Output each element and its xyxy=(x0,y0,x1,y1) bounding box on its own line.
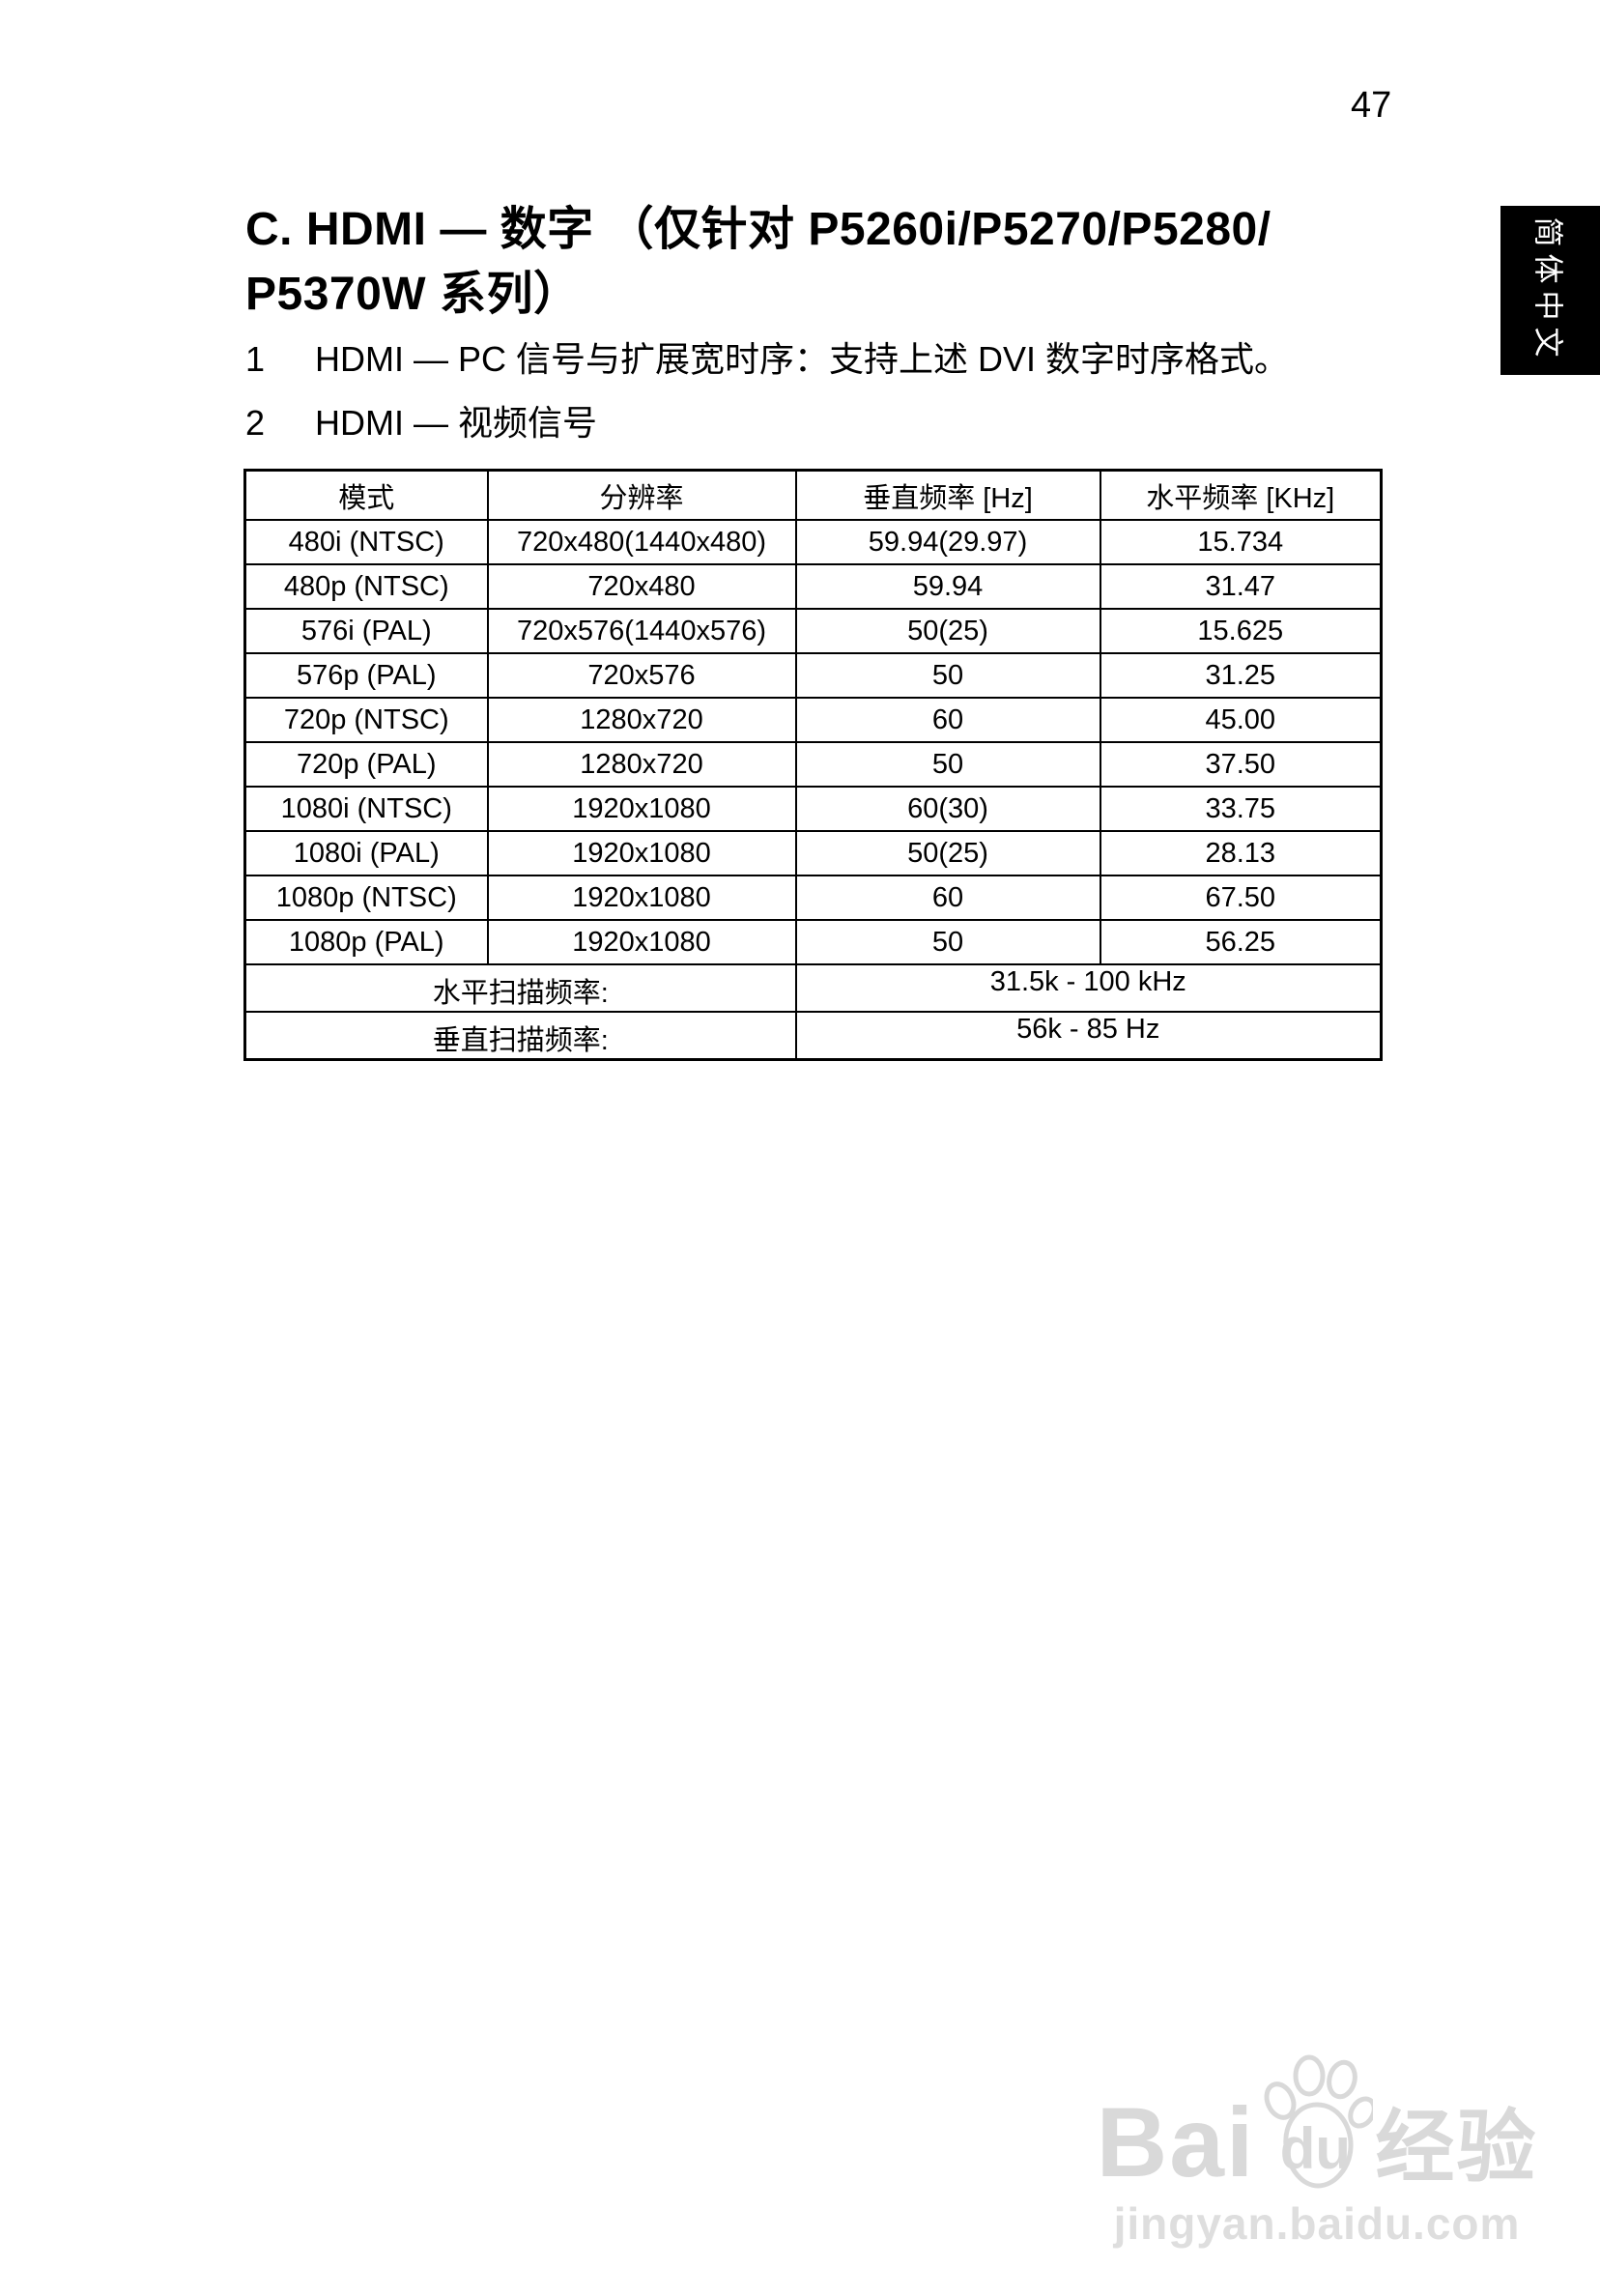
table-cell: 576i (PAL) xyxy=(243,608,489,654)
table-cell: 1080p (PAL) xyxy=(243,919,489,965)
list-item-2: 2 HDMI — 视频信号 xyxy=(245,402,597,444)
table-cell: 1920x1080 xyxy=(486,786,797,832)
table-footer-row: 水平扫描频率: 31.5k - 100 kHz xyxy=(243,963,1383,1013)
table-footer-row: 垂直扫描频率: 56k - 85 Hz xyxy=(243,1011,1383,1061)
table-row: 1080i (PAL) 1920x1080 50(25) 28.13 xyxy=(243,830,1383,876)
table-cell: 45.00 xyxy=(1099,697,1383,743)
baidu-logo-du: du xyxy=(1279,2116,1352,2181)
paw-print-icon: du xyxy=(1257,2047,1374,2192)
hdmi-video-timing-table: 模式 分辨率 垂直频率 [Hz] 水平频率 [KHz] 480i (NTSC) … xyxy=(243,469,1383,1061)
list-item-text: HDMI — PC 信号与扩展宽时序：支持上述 DVI 数字时序格式。 xyxy=(315,339,1290,379)
table-header-row: 模式 分辨率 垂直频率 [Hz] 水平频率 [KHz] xyxy=(243,469,1383,521)
table-row: 1080p (NTSC) 1920x1080 60 67.50 xyxy=(243,875,1383,921)
table-cell: 480i (NTSC) xyxy=(243,519,489,565)
table-cell: 50(25) xyxy=(794,830,1101,876)
section-heading: C. HDMI — 数字 （仅针对 P5260i/P5270/P5280/ P5… xyxy=(245,197,1386,327)
table-cell: 31.25 xyxy=(1099,652,1383,699)
list-item-text: HDMI — 视频信号 xyxy=(315,403,597,443)
table-cell: 1280x720 xyxy=(486,741,797,788)
table-row: 576i (PAL) 720x576(1440x576) 50(25) 15.6… xyxy=(243,608,1383,654)
table-cell: 28.13 xyxy=(1099,830,1383,876)
table-cell: 33.75 xyxy=(1099,786,1383,832)
table-row: 1080i (NTSC) 1920x1080 60(30) 33.75 xyxy=(243,786,1383,832)
table-cell: 67.50 xyxy=(1099,875,1383,921)
table-cell: 59.94(29.97) xyxy=(794,519,1101,565)
list-item-number: 1 xyxy=(245,339,266,379)
table-cell: 720x480(1440x480) xyxy=(486,519,797,565)
table-cell: 60(30) xyxy=(794,786,1101,832)
watermark-url: jingyan.baidu.com xyxy=(1113,2198,1521,2249)
table-cell: 15.734 xyxy=(1099,519,1383,565)
list-item-number: 2 xyxy=(245,403,266,443)
table-header-cell-hfreq: 水平频率 [KHz] xyxy=(1099,469,1383,521)
baidu-logo-jingyan: 经验 xyxy=(1375,2104,1538,2192)
table-row: 720p (PAL) 1280x720 50 37.50 xyxy=(243,741,1383,788)
table-row: 576p (PAL) 720x576 50 31.25 xyxy=(243,652,1383,699)
page-number: 47 xyxy=(1351,85,1392,126)
table-cell: 1080i (PAL) xyxy=(243,830,489,876)
table-cell: 480p (NTSC) xyxy=(243,563,489,610)
table-header-cell-vfreq: 垂直频率 [Hz] xyxy=(794,469,1101,521)
table-cell: 720p (NTSC) xyxy=(243,697,489,743)
table-cell: 1280x720 xyxy=(486,697,797,743)
table-cell: 50 xyxy=(794,652,1101,699)
table-row: 480i (NTSC) 720x480(1440x480) 59.94(29.9… xyxy=(243,519,1383,565)
table-cell: 15.625 xyxy=(1099,608,1383,654)
footer-label-cell: 垂直扫描频率: xyxy=(243,1011,797,1061)
table-row: 720p (NTSC) 1280x720 60 45.00 xyxy=(243,697,1383,743)
table-cell: 59.94 xyxy=(794,563,1101,610)
table-cell: 37.50 xyxy=(1099,741,1383,788)
table-cell: 720x480 xyxy=(486,563,797,610)
table-cell: 1080i (NTSC) xyxy=(243,786,489,832)
table-cell: 1920x1080 xyxy=(486,919,797,965)
table-cell: 576p (PAL) xyxy=(243,652,489,699)
table-header-cell-resolution: 分辨率 xyxy=(486,469,797,521)
table-cell: 31.47 xyxy=(1099,563,1383,610)
language-tab: 简体中文 xyxy=(1500,206,1600,375)
table-cell: 56.25 xyxy=(1099,919,1383,965)
table-cell: 720x576(1440x576) xyxy=(486,608,797,654)
footer-label-cell: 水平扫描频率: xyxy=(243,963,797,1013)
table-cell: 720p (PAL) xyxy=(243,741,489,788)
table-row: 480p (NTSC) 720x480 59.94 31.47 xyxy=(243,563,1383,610)
section-heading-line1: C. HDMI — 数字 （仅针对 P5260i/P5270/P5280/ xyxy=(245,204,1271,255)
table-cell: 1920x1080 xyxy=(486,875,797,921)
footer-value-cell: 56k - 85 Hz xyxy=(794,1011,1383,1061)
language-tab-label: 简体中文 xyxy=(1530,216,1564,364)
table-cell: 1080p (NTSC) xyxy=(243,875,489,921)
section-heading-line2: P5370W 系列） xyxy=(245,269,581,320)
table-header-cell-mode: 模式 xyxy=(243,469,489,521)
footer-value-cell: 31.5k - 100 kHz xyxy=(794,963,1383,1013)
table-row: 1080p (PAL) 1920x1080 50 56.25 xyxy=(243,919,1383,965)
table-cell: 1920x1080 xyxy=(486,830,797,876)
table-cell: 50 xyxy=(794,741,1101,788)
baidu-logo-bai: Bai xyxy=(1096,2087,1256,2197)
baidu-watermark: Bai du 经验 jingyan.baidu.com xyxy=(1090,2041,1544,2250)
table-cell: 60 xyxy=(794,875,1101,921)
baidu-logo: Bai du 经验 xyxy=(1090,2041,1544,2192)
table-cell: 50 xyxy=(794,919,1101,965)
table-cell: 50(25) xyxy=(794,608,1101,654)
table-cell: 60 xyxy=(794,697,1101,743)
list-item-1: 1 HDMI — PC 信号与扩展宽时序：支持上述 DVI 数字时序格式。 xyxy=(245,338,1289,380)
table-cell: 720x576 xyxy=(486,652,797,699)
